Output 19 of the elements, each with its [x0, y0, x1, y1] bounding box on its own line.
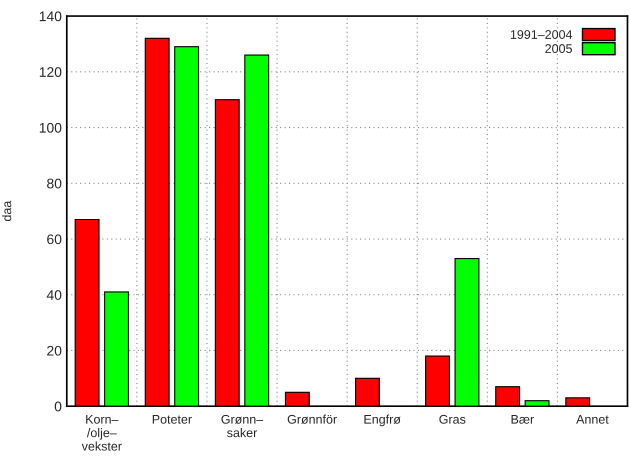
y-tick-label: 60 — [47, 234, 62, 244]
x-tick-label: Annet — [576, 415, 609, 424]
x-tick-label: Grønnför — [288, 414, 337, 424]
legend-label: 1991–2004 — [510, 30, 572, 39]
legend-label: 2005 — [545, 44, 572, 54]
y-tick-label: 100 — [40, 122, 62, 133]
x-tick-label: Bær — [512, 415, 534, 424]
y-tick-label: 140 — [40, 11, 62, 22]
y-tick-label: 40 — [46, 290, 62, 300]
x-tick-label: Grønn– saker — [221, 414, 264, 438]
x-tick-label: Korn– /olje– vekster — [82, 415, 122, 451]
x-tick-label: Engfrø — [364, 414, 401, 426]
x-tick-label: Poteter — [152, 415, 192, 424]
y-axis-title: daa — [2, 200, 12, 222]
x-tick-label: Gras — [439, 414, 466, 424]
y-tick-label: 120 — [40, 67, 62, 77]
y-tick-label: 80 — [47, 178, 62, 188]
y-tick-label: 0 — [54, 402, 62, 412]
y-tick-label: 20 — [47, 346, 62, 356]
